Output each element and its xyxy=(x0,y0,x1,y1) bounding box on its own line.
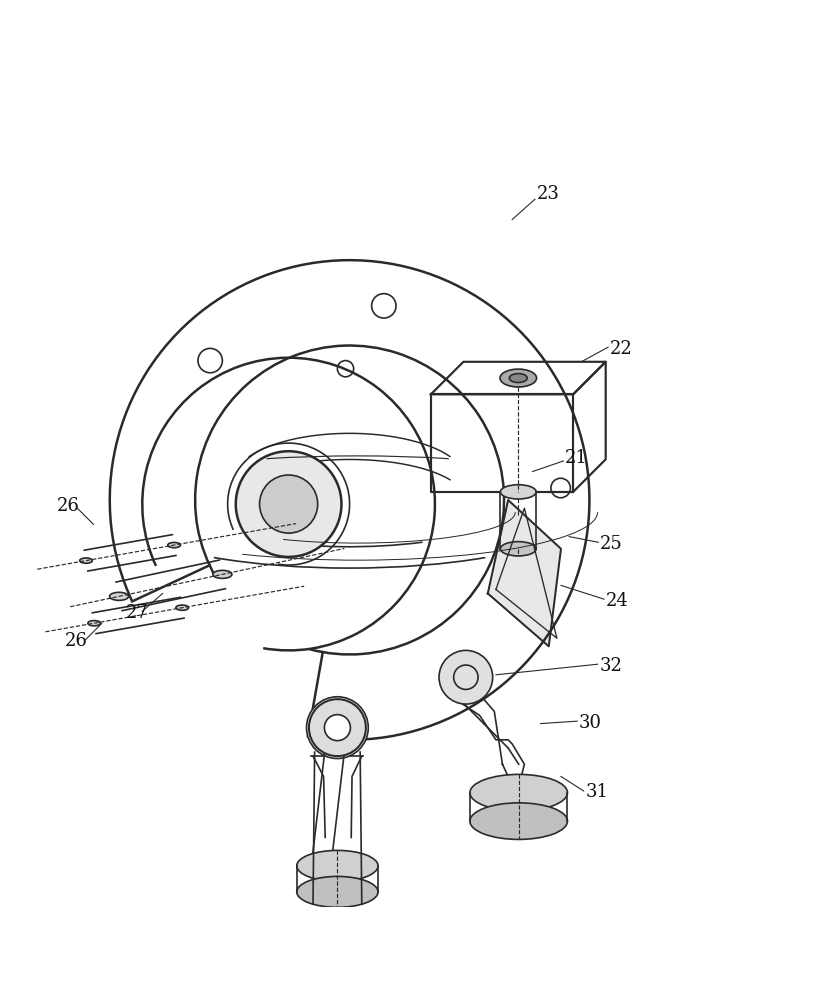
Circle shape xyxy=(309,699,366,756)
Text: 25: 25 xyxy=(600,535,623,553)
Circle shape xyxy=(324,715,350,741)
Ellipse shape xyxy=(297,850,378,881)
Ellipse shape xyxy=(110,592,128,600)
Ellipse shape xyxy=(88,621,101,626)
Ellipse shape xyxy=(297,876,378,907)
Text: 31: 31 xyxy=(585,783,608,801)
Text: 23: 23 xyxy=(537,185,559,203)
Ellipse shape xyxy=(176,605,189,610)
Ellipse shape xyxy=(500,369,537,387)
Ellipse shape xyxy=(470,774,567,811)
Text: 30: 30 xyxy=(579,714,602,732)
Polygon shape xyxy=(488,500,561,646)
Text: 24: 24 xyxy=(606,592,628,610)
Circle shape xyxy=(236,451,341,557)
Circle shape xyxy=(439,650,493,704)
Text: 21: 21 xyxy=(565,449,588,467)
Circle shape xyxy=(307,697,368,759)
Circle shape xyxy=(323,713,352,742)
Circle shape xyxy=(259,475,318,533)
Text: 32: 32 xyxy=(599,657,622,675)
Ellipse shape xyxy=(167,542,180,548)
Ellipse shape xyxy=(80,558,93,563)
Ellipse shape xyxy=(501,485,537,499)
Text: 26: 26 xyxy=(57,497,80,515)
Text: 27: 27 xyxy=(126,604,149,622)
Text: 22: 22 xyxy=(610,340,633,358)
Ellipse shape xyxy=(213,570,232,578)
Ellipse shape xyxy=(501,542,537,556)
Ellipse shape xyxy=(509,374,528,383)
Text: 26: 26 xyxy=(65,632,88,650)
Ellipse shape xyxy=(470,803,567,839)
